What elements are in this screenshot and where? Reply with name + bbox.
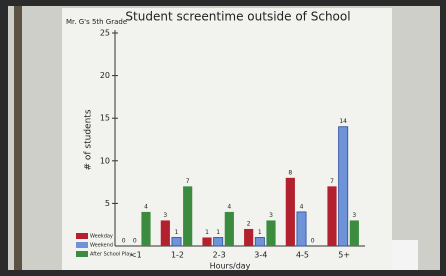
data-label: 4 <box>227 203 231 210</box>
data-label: 2 <box>247 220 251 227</box>
bar <box>172 237 181 246</box>
photo: Student screentime outside of School Mr.… <box>0 0 446 276</box>
legend-swatch <box>76 233 88 239</box>
data-label: 0 <box>122 238 126 245</box>
data-label: 1 <box>258 229 262 236</box>
data-label: 3 <box>163 212 167 219</box>
bar <box>255 237 264 246</box>
bar <box>266 220 275 246</box>
x-axis-label: Hours/day <box>210 262 251 271</box>
chart-title: Student screentime outside of School <box>125 10 350 24</box>
y-tick-label: 5 <box>105 199 110 208</box>
data-label: 1 <box>205 229 209 236</box>
bar <box>244 229 253 246</box>
x-tick-label: 1-2 <box>171 251 184 260</box>
data-label: 7 <box>330 178 334 185</box>
data-label: 3 <box>269 212 273 219</box>
x-tick-label: 3-4 <box>254 251 267 260</box>
bar <box>161 220 170 246</box>
chart-subtitle: Mr. G's 5th Grade <box>66 18 127 26</box>
data-label: 8 <box>288 169 292 176</box>
legend-label: Weekday <box>90 234 113 240</box>
x-tick-label: 5+ <box>338 251 350 260</box>
bar <box>141 212 150 246</box>
bar <box>225 212 234 246</box>
y-tick-label: 25 <box>100 29 110 38</box>
bar <box>350 220 359 246</box>
data-label: 7 <box>186 178 190 185</box>
data-label: 0 <box>133 238 137 245</box>
bar <box>202 237 211 246</box>
y-tick-label: 15 <box>100 114 110 123</box>
bar <box>297 212 306 246</box>
bar <box>339 127 348 246</box>
y-tick-label: 10 <box>100 156 110 165</box>
legend-swatch <box>76 251 88 257</box>
y-axis-label: # of students <box>84 109 94 170</box>
data-label: 0 <box>311 238 315 245</box>
bar <box>214 237 223 246</box>
legend-label: Weekend <box>90 243 113 249</box>
data-label: 4 <box>300 203 304 210</box>
legend-swatch <box>76 242 88 248</box>
bar <box>286 178 295 246</box>
door-edge <box>14 6 22 270</box>
outlet <box>392 240 418 270</box>
y-tick-label: 20 <box>100 71 110 80</box>
bar <box>327 186 336 246</box>
x-tick-label: 4-5 <box>296 251 309 260</box>
legend-label: After School Play <box>90 252 132 258</box>
data-label: 4 <box>144 203 148 210</box>
page: {"chart_data": {"type": "bar", "title": … <box>0 0 446 276</box>
data-label: 3 <box>352 212 356 219</box>
x-tick-label: 2-3 <box>213 251 226 260</box>
bar <box>183 186 192 246</box>
data-label: 1 <box>175 229 179 236</box>
data-label: 14 <box>339 118 347 125</box>
data-label: 1 <box>216 229 220 236</box>
